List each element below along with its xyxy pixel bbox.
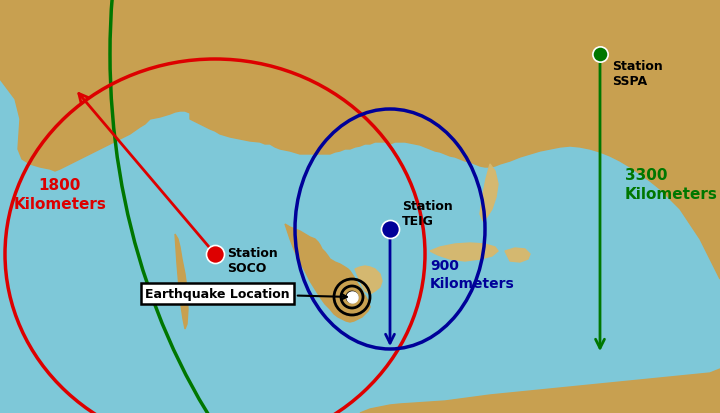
Polygon shape <box>505 248 530 262</box>
Polygon shape <box>355 266 382 294</box>
Polygon shape <box>175 235 188 329</box>
Text: 3300
Kilometers: 3300 Kilometers <box>625 168 718 201</box>
Polygon shape <box>0 0 720 279</box>
Polygon shape <box>285 224 370 322</box>
Polygon shape <box>550 0 655 130</box>
Text: Station
SOCO: Station SOCO <box>227 247 278 274</box>
Text: Earthquake Location: Earthquake Location <box>145 287 347 300</box>
Polygon shape <box>430 243 498 261</box>
Text: 1800
Kilometers: 1800 Kilometers <box>14 178 107 211</box>
Text: Station
TEIG: Station TEIG <box>402 199 453 228</box>
Polygon shape <box>360 369 720 413</box>
Polygon shape <box>200 0 580 82</box>
Text: Station
SSPA: Station SSPA <box>612 60 662 88</box>
Text: 900
Kilometers: 900 Kilometers <box>430 259 515 290</box>
Polygon shape <box>480 165 498 221</box>
